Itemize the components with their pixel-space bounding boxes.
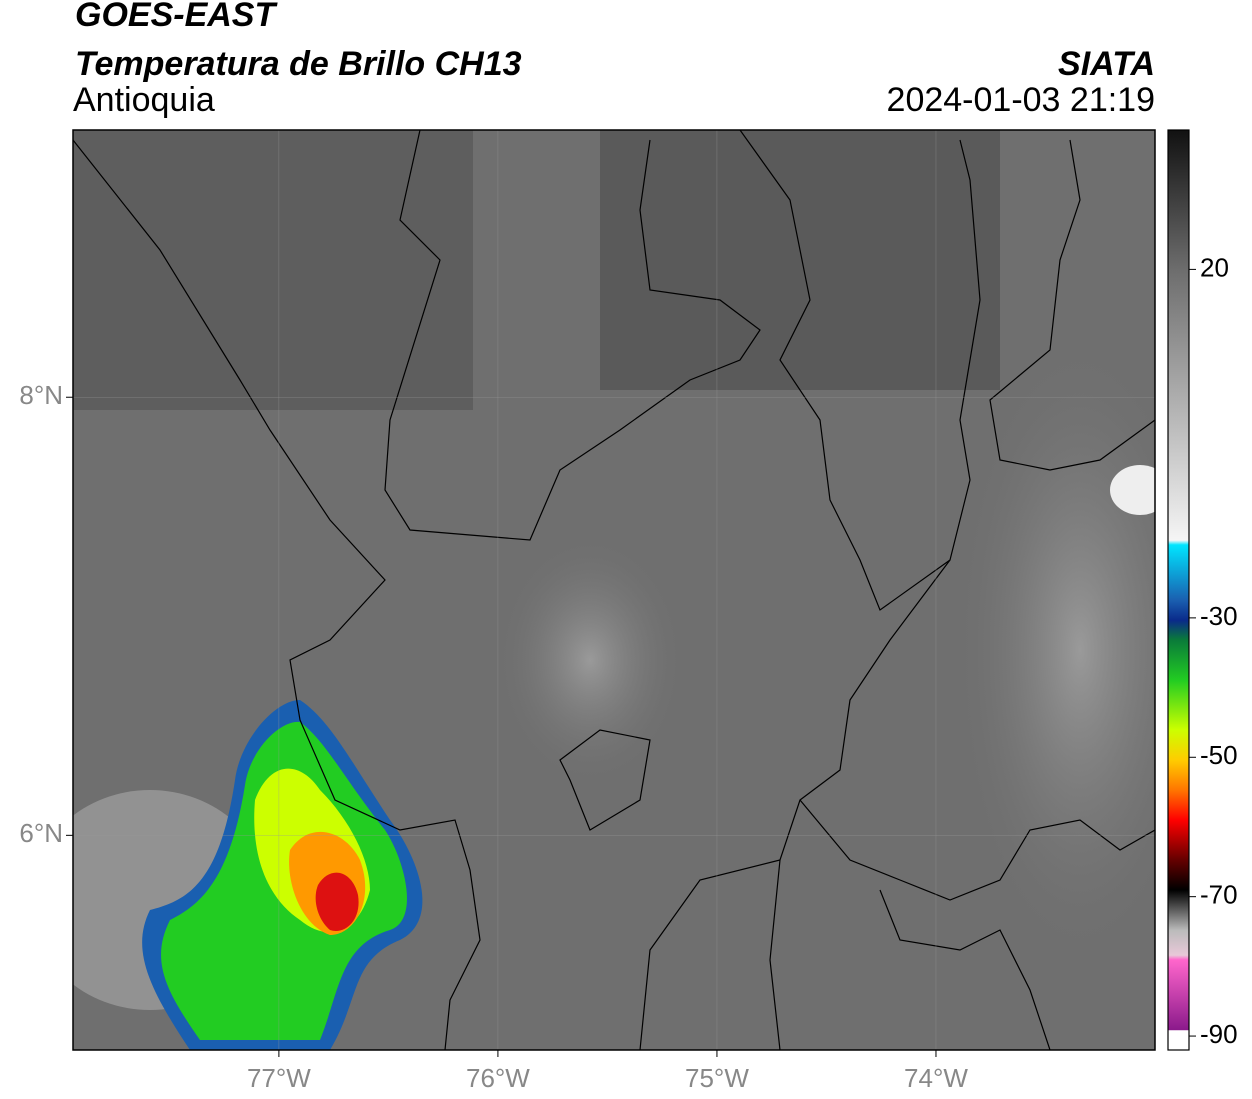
colorbar-tick-label: -30 [1200,601,1238,631]
map-frame [72,129,1156,1051]
colorbar-tick-label: -70 [1200,880,1238,910]
lon-tick-label: 74°W [904,1063,968,1093]
satellite: GOES-EAST [75,0,278,34]
region: Antioquia [73,81,215,119]
lat-tick-label: 8°N [19,380,63,410]
map-image [73,130,1155,1050]
colorbar [1167,129,1190,1051]
lat-tick-label: 6°N [19,818,63,848]
colorbar-tick-label: 20 [1200,252,1229,282]
graticule [73,130,1155,1050]
source: SIATA [1058,45,1155,83]
lon-tick-label: 77°W [247,1063,311,1093]
colorbar-tick-label: -50 [1200,740,1238,770]
lon-tick-label: 76°W [466,1063,530,1093]
lon-tick-label: 75°W [685,1063,749,1093]
product: Temperatura de Brillo CH13 [75,45,522,83]
datetime: 2024-01-03 21:19 [887,81,1155,119]
colorbar-tick-label: -90 [1200,1019,1238,1049]
